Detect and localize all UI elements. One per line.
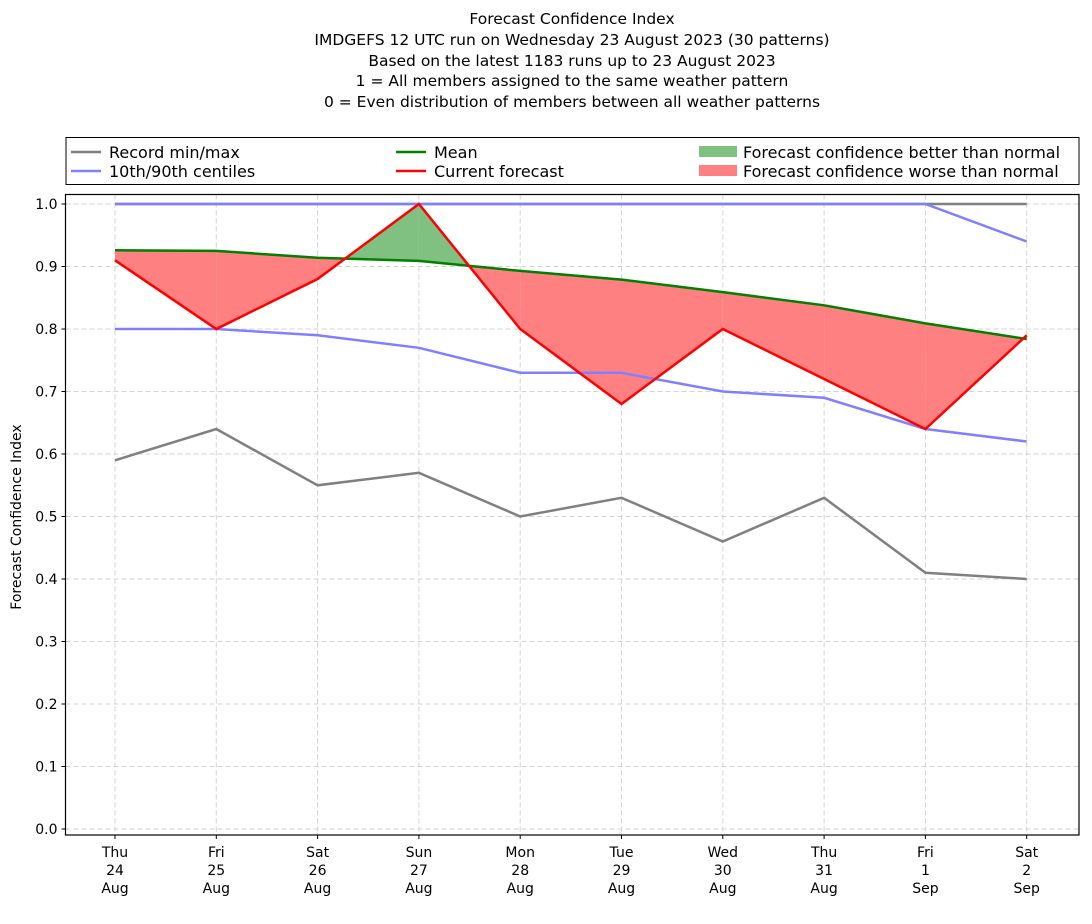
title-line-4: 1 = All members assigned to the same wea… [356, 72, 789, 90]
x-tick-label: Aug [709, 881, 736, 897]
x-tick-label: Sat [1015, 845, 1038, 861]
x-tick-label: 30 [714, 863, 732, 879]
legend-swatch-better [699, 146, 737, 157]
x-tick-label: 2 [1022, 863, 1031, 879]
x-tick-label: Mon [505, 845, 535, 861]
y-tick-label: 0.5 [35, 510, 57, 526]
y-tick-label: 0.1 [35, 760, 57, 776]
x-tick-label: 29 [613, 863, 631, 879]
y-tick-label: 1.0 [35, 197, 57, 213]
legend-label-record: Record min/max [109, 143, 240, 162]
x-tick-label: Sun [406, 845, 433, 861]
x-tick-label: Sep [912, 881, 939, 897]
x-tick-label: 24 [106, 863, 124, 879]
series-line-current-forecast [114, 202, 1028, 431]
fill-worse-than-normal [824, 305, 926, 429]
y-axis-label: Forecast Confidence Index [9, 424, 25, 609]
title-line-2: IMDGEFS 12 UTC run on Wednesday 23 Augus… [314, 31, 829, 49]
legend-label-worse: Forecast confidence worse than normal [743, 162, 1059, 181]
legend: Record min/max 10th/90th centiles Mean C… [65, 137, 1080, 185]
x-tick-label: Aug [203, 881, 230, 897]
x-tick-label: Aug [405, 881, 432, 897]
series-line-mean [114, 249, 1027, 341]
fill-worse-than-normal [115, 250, 217, 329]
y-tick-label: 0.7 [35, 385, 57, 401]
x-tick-label: Thu [810, 845, 837, 861]
x-tick-label: Wed [708, 845, 739, 861]
y-tick-label: 0.6 [35, 447, 57, 463]
fill-worse-than-normal [520, 270, 622, 404]
x-tick-label: Sat [306, 845, 329, 861]
x-axis: Thu 24 Aug Fri 25 Aug Sat 26 Aug Sun 27 Aug Mon 28 Aug… [101, 835, 1040, 897]
title-line-3: Based on the latest 1183 runs up to 23 A… [368, 52, 775, 70]
x-tick-label: Thu [101, 845, 128, 861]
series-line-10th-centile [115, 327, 1027, 443]
y-tick-label: 0.8 [35, 322, 57, 338]
fill-worse-than-normal [722, 292, 825, 379]
plot-frame [64, 193, 1080, 836]
x-tick-label: Aug [810, 881, 837, 897]
x-tick-label: 28 [511, 863, 529, 879]
legend-swatch-worse [699, 165, 737, 176]
legend-frame [65, 137, 1080, 185]
y-tick-label: 0.9 [35, 260, 57, 276]
x-tick-label: Aug [608, 881, 635, 897]
x-tick-label: Aug [304, 881, 331, 897]
x-tick-label: 31 [815, 863, 833, 879]
title-line-1: Forecast Confidence Index [469, 10, 674, 28]
series-line-record-min [114, 427, 1027, 581]
fill-worse-than-normal [925, 323, 1024, 429]
y-axis: 0.0 0.1 0.2 0.3 0.4 0.5 0.6 0.7 0.8 0.9 1.0 [35, 197, 66, 838]
x-tick-label: Tue [609, 845, 634, 861]
title-line-5: 0 = Even distribution of members between… [324, 93, 820, 111]
fill-worse-than-normal [621, 279, 723, 404]
x-tick-label: Fri [917, 845, 934, 861]
legend-label-better: Forecast confidence better than normal [743, 143, 1060, 162]
y-tick-label: 0.3 [35, 635, 57, 651]
series-line-90th-centile [115, 202, 1028, 243]
x-tick-label: Aug [507, 881, 534, 897]
legend-label-centiles: 10th/90th centiles [109, 162, 255, 181]
legend-label-mean: Mean [434, 143, 478, 162]
legend-label-current: Current forecast [434, 162, 564, 181]
x-tick-label: 25 [207, 863, 225, 879]
x-tick-label: Fri [208, 845, 225, 861]
y-tick-label: 0.4 [35, 572, 57, 588]
x-tick-label: Sep [1014, 881, 1041, 897]
chart-title: Forecast Confidence Index IMDGEFS 12 UTC… [314, 10, 829, 111]
y-tick-label: 0.0 [35, 822, 57, 838]
x-tick-label: 26 [309, 863, 327, 879]
fill-worse-than-normal [216, 250, 318, 329]
x-tick-label: 27 [410, 863, 428, 879]
x-tick-label: Aug [101, 881, 128, 897]
series-lines [114, 202, 1028, 581]
x-tick-label: 1 [921, 863, 930, 879]
y-tick-label: 0.2 [35, 697, 57, 713]
